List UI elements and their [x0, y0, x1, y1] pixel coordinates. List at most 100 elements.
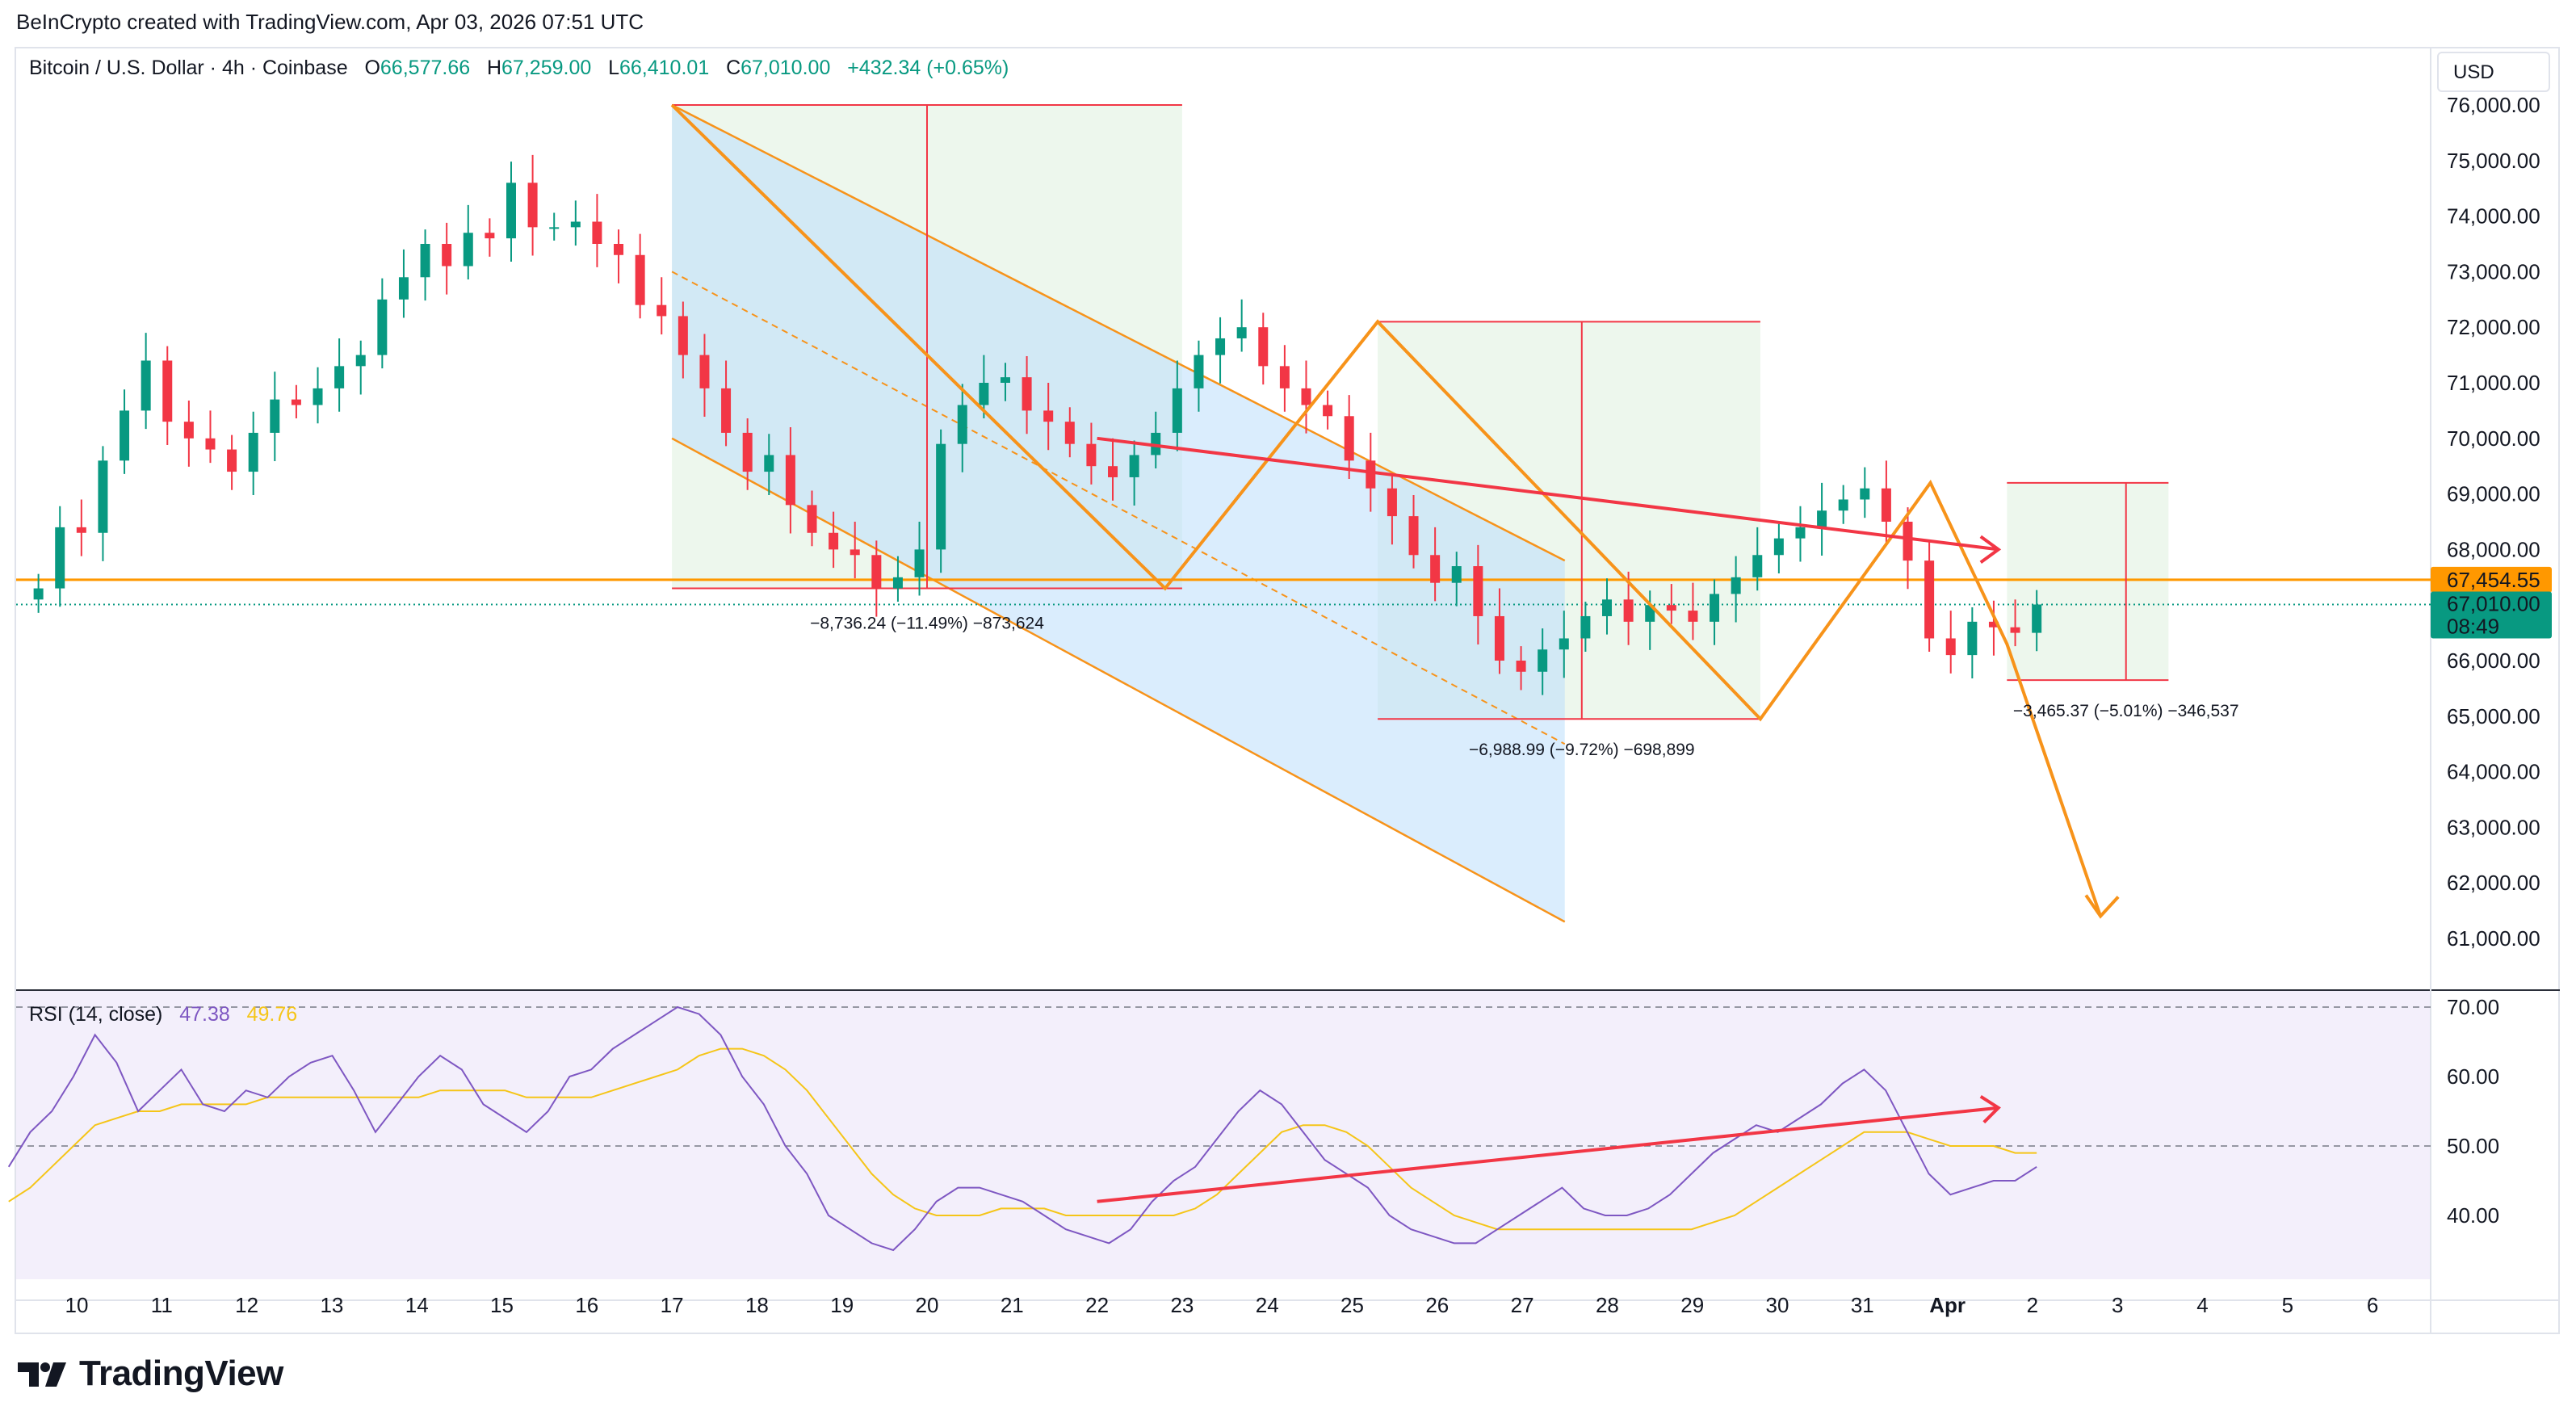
candle-body [33, 588, 44, 600]
close-value: 67,010.00 [740, 57, 831, 79]
candle-body [1945, 638, 1956, 656]
time-tick-label: 12 [235, 1293, 258, 1317]
candle-body [1666, 605, 1676, 611]
rsi-pane-background [16, 990, 2431, 1279]
measure-zone-3 [2007, 482, 2169, 681]
candle-body [1064, 422, 1075, 444]
candle-body [141, 360, 151, 411]
time-tick-label: 11 [151, 1293, 173, 1317]
candle-body [1473, 566, 1483, 616]
price-divergence-line [1097, 436, 1999, 552]
price-tick-label: 68,000.00 [2447, 537, 2540, 561]
candle-body [1795, 527, 1806, 539]
rsi-tick-label: 50.00 [2447, 1134, 2499, 1158]
change-value: +432.34 (+0.65%) [847, 57, 1009, 79]
candle-body [442, 244, 452, 267]
symbol-legend: Bitcoin / U.S. Dollar · 4h · Coinbase O 6… [29, 57, 1009, 80]
time-tick-label: 14 [405, 1293, 429, 1317]
channel-upper-line [671, 103, 1566, 562]
candle-body [1387, 488, 1397, 517]
candle-body [829, 532, 839, 550]
time-tick-label: 21 [1001, 1293, 1024, 1317]
time-tick-label: 3 [2112, 1293, 2123, 1317]
rsi-tick-label: 60.00 [2447, 1064, 2499, 1089]
tradingview-logo-icon [18, 1362, 66, 1387]
candle-body [1559, 638, 1569, 650]
candle-body [742, 432, 753, 472]
candle-body [979, 383, 989, 405]
measure-label-1: −8,736.24 (−11.49%) −873,624 [810, 615, 1044, 633]
price-tick-label: 65,000.00 [2447, 704, 2540, 728]
candle-body [1903, 522, 1913, 561]
candle-body [1301, 388, 1311, 405]
time-tick-label: 2 [2027, 1293, 2038, 1317]
price-tick-label: 75,000.00 [2447, 149, 2540, 173]
rsi-value: 47.38 [179, 1003, 230, 1026]
currency-button[interactable]: USD [2437, 52, 2550, 92]
measure-label-2: −6,988.99 (−9.72%) −698,899 [1469, 741, 1695, 759]
rsi-legend: RSI (14, close) 47.38 49.76 [29, 1003, 297, 1026]
candle-body [1988, 621, 1999, 628]
candle-body [871, 555, 882, 589]
channel-mid-line [671, 271, 1566, 745]
candle-body [1258, 327, 1269, 367]
footer-branding: TradingView [18, 1354, 283, 1394]
candle-body [1645, 605, 1655, 622]
candle-body [678, 316, 688, 355]
candle-body [914, 549, 925, 577]
candle-body [957, 405, 967, 444]
chart-credit: BeInCrypto created with TradingView.com,… [16, 10, 644, 34]
time-tick-label: 22 [1085, 1293, 1109, 1317]
price-tick-label: 74,000.00 [2447, 204, 2540, 229]
candle-body [1710, 594, 1720, 622]
low-label: L [608, 57, 619, 79]
time-tick-label: 29 [1680, 1293, 1704, 1317]
candle-body [248, 432, 258, 472]
candle-body [1451, 566, 1462, 583]
candle-body [1086, 443, 1097, 467]
price-tick-label: 69,000.00 [2447, 482, 2540, 506]
candle-body [635, 254, 645, 305]
candle-body [807, 505, 817, 533]
candle-body [1860, 488, 1870, 500]
candle-body [485, 233, 495, 239]
price-tick-label: 73,000.00 [2447, 259, 2540, 283]
time-tick-label: 24 [1256, 1293, 1279, 1317]
time-tick-label: 10 [65, 1293, 89, 1317]
candle-body [1172, 388, 1182, 433]
price-tick-label: 61,000.00 [2447, 926, 2540, 951]
candle-body [183, 422, 194, 439]
time-tick-label: 28 [1596, 1293, 1619, 1317]
price-tick-label: 62,000.00 [2447, 871, 2540, 895]
open-label: O [364, 57, 380, 79]
rsi-name[interactable]: RSI (14, close) [29, 1003, 163, 1026]
candle-body [1967, 621, 1978, 656]
candle-body [527, 183, 538, 228]
price-tick-label: 66,000.00 [2447, 649, 2540, 673]
candle-body [1215, 338, 1226, 355]
candle-body [1129, 455, 1139, 477]
price-tick-label: 70,000.00 [2447, 426, 2540, 451]
bar-countdown-label: 08:49 [2447, 615, 2499, 639]
candle-body [657, 304, 667, 317]
candle-body [1194, 355, 1204, 388]
symbol-name[interactable]: Bitcoin / U.S. Dollar · 4h · Coinbase [29, 57, 348, 79]
candle-body [1494, 615, 1504, 661]
candle-body [506, 183, 516, 239]
candle-body [1279, 366, 1290, 388]
rsi-divergence-line [1097, 1106, 1999, 1203]
candle-body [1022, 377, 1032, 411]
candle-body [334, 366, 345, 388]
price-tick-label: 76,000.00 [2447, 93, 2540, 117]
candle-body [1924, 560, 1935, 639]
price-divergence-arrowhead [1979, 535, 2002, 565]
channel-lower-line [671, 437, 1566, 923]
level-price-badge [2431, 566, 2552, 593]
price-tick-label: 72,000.00 [2447, 315, 2540, 339]
candle-body [355, 355, 366, 367]
candle-body [420, 244, 430, 278]
tradingview-wordmark: TradingView [79, 1354, 283, 1393]
candle-body [1773, 538, 1784, 556]
time-tick-label: 5 [2282, 1293, 2293, 1317]
